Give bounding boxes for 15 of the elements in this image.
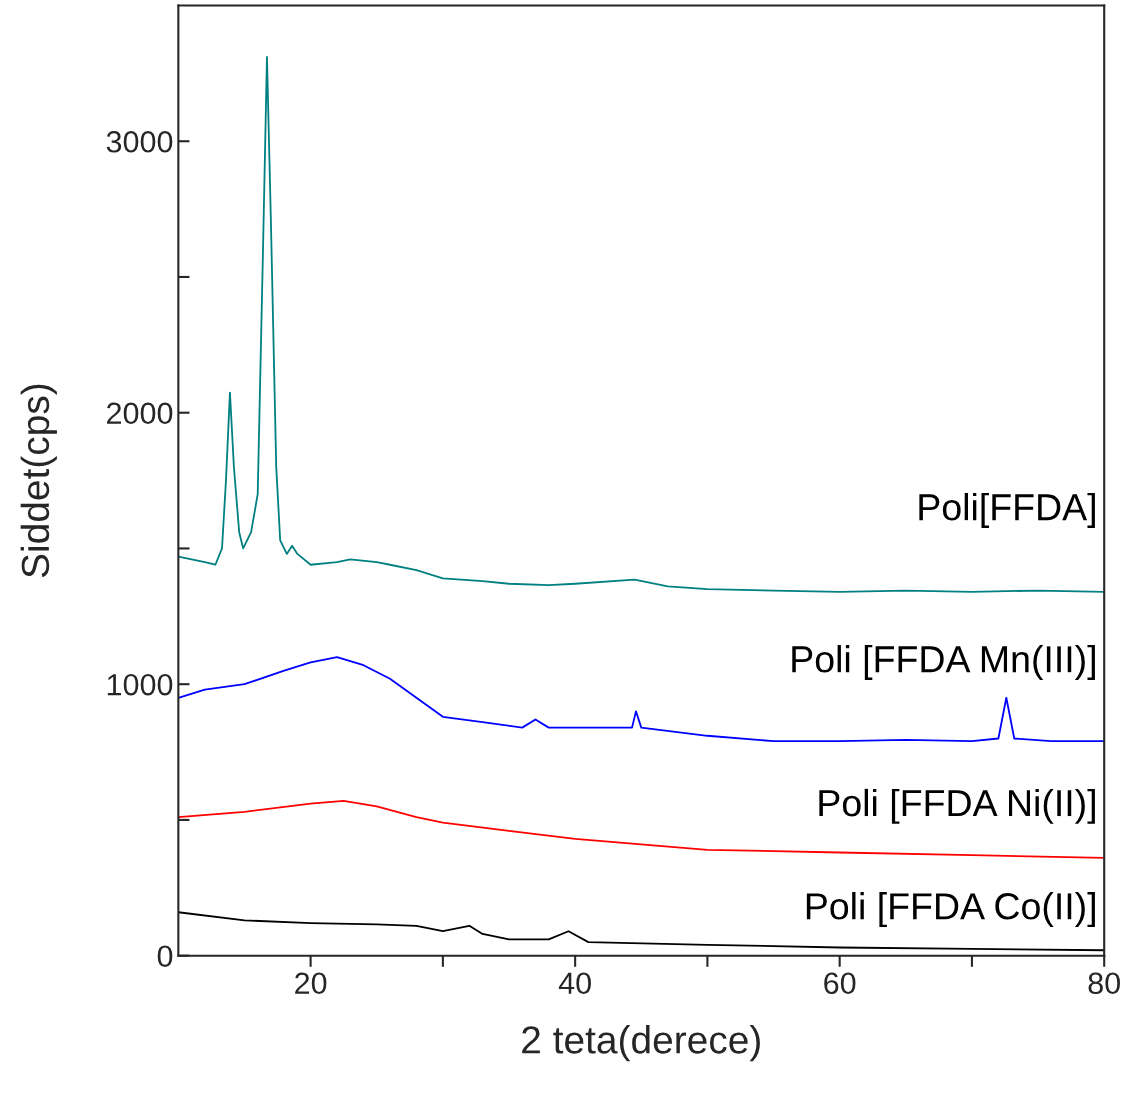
y-tick-label: 0 (157, 945, 173, 968)
x-axis-title: 2 teta(derece) (522, 1025, 760, 1062)
y-axis-title: Siddet(cps) (20, 384, 57, 578)
y-tick-label: 3000 (106, 130, 173, 153)
x-tick-label: 80 (1088, 972, 1120, 995)
x-tick-label: 40 (558, 972, 591, 995)
y-tick-label: 1000 (107, 673, 173, 696)
series-label: Poli[FFDA] (919, 492, 1095, 528)
x-tick-label: 20 (295, 972, 327, 995)
series-label: Poli [FFDA Co(II)] (806, 892, 1095, 927)
series-label: Poli [FFDA Mn(III)] (792, 645, 1095, 680)
series-label: Poli [FFDA Ni(II)] (819, 788, 1095, 824)
line-series (178, 55, 1105, 593)
x-tick-label: 60 (824, 972, 856, 995)
y-tick-label: 2000 (107, 402, 173, 425)
